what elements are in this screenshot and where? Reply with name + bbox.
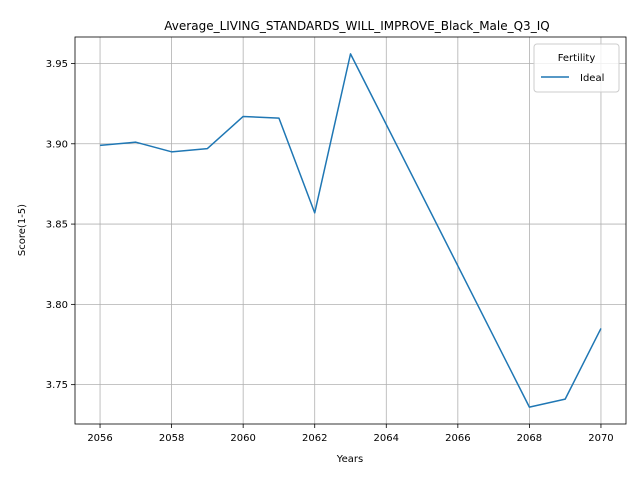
legend-label-ideal: Ideal [580,73,604,84]
x-tick-label: 2062 [302,433,327,444]
y-tick-label: 3.80 [46,300,68,311]
series-line-ideal [99,53,602,408]
legend: Fertility Ideal [533,43,620,93]
chart-title: Average_LIVING_STANDARDS_WILL_IMPROVE_Bl… [164,19,549,33]
x-tick-label: 2060 [230,433,255,444]
y-tick-label: 3.75 [46,380,68,391]
x-tick-label: 2066 [445,433,470,444]
x-tick-label: 2056 [87,433,112,444]
plot-area-frame [74,36,627,425]
x-axis-title: Years [336,454,363,465]
y-tick-label: 3.95 [46,59,68,70]
legend-box [533,43,620,93]
x-axis-ticks: 2056 2058 2060 2062 2064 2066 2068 2070 [87,424,614,444]
grid-lines [75,37,626,424]
y-axis-ticks: 3.75 3.80 3.85 3.90 3.95 [46,59,75,391]
x-tick-label: 2058 [159,433,184,444]
series-layer [99,53,602,408]
legend-title: Fertility [558,53,596,64]
x-tick-label: 2064 [374,433,399,444]
x-tick-label: 2068 [517,433,542,444]
y-tick-label: 3.90 [46,139,68,150]
x-tick-label: 2070 [588,433,613,444]
y-axis-title: Score(1-5) [17,204,28,256]
y-tick-label: 3.85 [46,220,68,231]
